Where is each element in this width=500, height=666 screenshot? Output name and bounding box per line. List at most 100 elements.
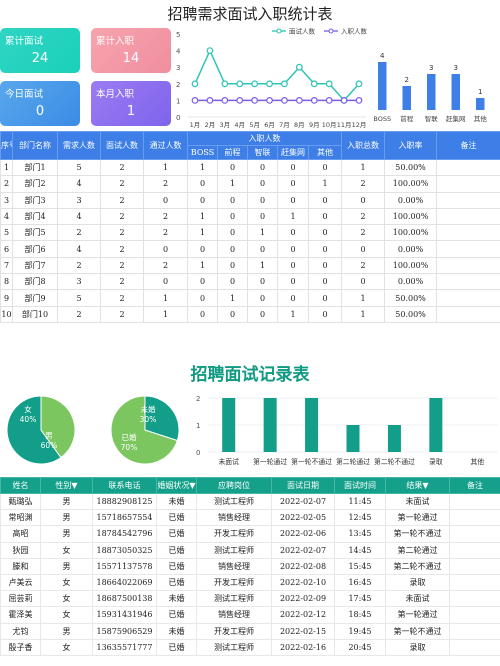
col-header-position: 应聘岗位 <box>196 477 272 494</box>
table-cell: 0 <box>307 240 343 258</box>
table-cell: 2 <box>100 158 144 177</box>
line-point-1-5 <box>266 96 273 104</box>
total-interviews-value: 24 <box>31 51 49 66</box>
line-x-tick-4: 5月 <box>249 121 260 129</box>
table-cell: 2 <box>100 207 144 226</box>
table-cell: 2 <box>100 289 144 307</box>
line-point-0-0 <box>191 80 199 88</box>
gender-pie-slice-1 <box>40 395 76 459</box>
table-cell: 0 <box>187 191 218 209</box>
table-cell: 2 <box>57 305 101 323</box>
table-cell: 已婚 <box>156 509 197 527</box>
table-cell <box>436 191 500 209</box>
table-cell: 0.00% <box>384 191 438 209</box>
table-cell: 0.00% <box>384 240 438 258</box>
table-cell <box>449 509 500 527</box>
table-cell: 0 <box>247 175 278 193</box>
result-x-tick-1: 第一轮通过 <box>253 457 287 466</box>
marital-pie-slice-1 <box>144 395 180 442</box>
table-cell <box>449 573 500 592</box>
month-hires-value: 1 <box>126 104 136 119</box>
table-cell: 0 <box>217 191 248 209</box>
table-cell: 0 <box>217 207 248 226</box>
table-cell: 1 <box>277 305 309 323</box>
table-cell: 殷子香 <box>0 638 41 656</box>
total-hires-card: 累计入职 14 <box>91 28 171 73</box>
table-cell: 1 <box>341 305 386 323</box>
col-header-name: 姓名 <box>0 477 41 494</box>
table-cell: 0 <box>247 289 278 307</box>
table-cell: 0 <box>247 305 278 323</box>
line-point-0-6 <box>281 80 288 88</box>
table-cell: 0 <box>247 273 278 291</box>
legend-label-0: 面试人数 <box>289 27 316 36</box>
table-cell: 0 <box>341 191 386 209</box>
table-cell: 12:45 <box>334 509 386 527</box>
col-header-gender-filter[interactable]: 性别▼ <box>40 477 93 494</box>
table-cell: 2 <box>143 175 188 193</box>
table-cell: 2022-02-07 <box>271 541 335 559</box>
table-cell: 测试工程师 <box>196 638 272 656</box>
table-cell: 已婚 <box>156 573 197 592</box>
table-cell: 3 <box>57 273 101 291</box>
col-header-result-filter[interactable]: 结果▼ <box>385 477 450 494</box>
today-interviews-label: 今日面试 <box>5 89 44 100</box>
table-row: 6 部门6 4 2 0 0 0 0 0 0 0 0.00% <box>0 240 500 258</box>
result-bar-1 <box>263 398 277 452</box>
line-point-1-10 <box>340 96 348 104</box>
col-header-group-hires: 入职人数 <box>186 131 343 146</box>
col-header-phone: 联系电话 <box>92 477 157 494</box>
table-cell: 0 <box>307 305 343 323</box>
table-cell: 1 <box>247 256 278 275</box>
table-cell: 2 <box>143 256 188 275</box>
gender-pie-label-pct-1: 40% <box>20 415 37 424</box>
table-cell: 18:45 <box>334 606 386 624</box>
table-cell: 第二轮通过 <box>385 541 450 559</box>
table-cell <box>436 256 500 275</box>
result-x-tick-6: 其他 <box>470 457 484 466</box>
line-x-tick-9: 10月 <box>322 121 337 129</box>
legend-marker-0 <box>276 28 282 34</box>
table-cell: 已婚 <box>156 557 197 575</box>
table-cell: 5 <box>57 158 101 177</box>
line-point-0-5 <box>266 80 273 88</box>
gender-pie-label-pct-0: 60% <box>41 441 58 450</box>
channel-data-label-0: 4 <box>380 52 385 60</box>
table-cell: 100.00% <box>384 224 438 242</box>
table-row: 狄园女 18873050325 已婚 测试工程师 2022-02-07 14:45 第二轮通… <box>0 541 500 559</box>
channel-x-tick-4: 其他 <box>474 114 488 123</box>
table-row: 尤钧男 15875906529 未婚 开发工程师 2022-02-15 19:45 第一轮不… <box>0 622 500 640</box>
table-cell: 狄园 <box>0 541 41 559</box>
table-cell: 第二轮不通过 <box>385 557 450 575</box>
table-cell: 女 <box>40 573 93 592</box>
line-point-0-9 <box>325 80 333 88</box>
table-cell: 0 <box>277 240 309 258</box>
interview-section-title: 招聘面试记录表 <box>190 365 310 385</box>
table-row: 屈芸莉女 18687500138 未婚 测试工程师 2022-02-09 17:45 未面试 <box>0 590 500 608</box>
channel-bar-1 <box>402 86 411 110</box>
table-cell <box>436 207 500 226</box>
table-cell: 1 <box>187 256 218 275</box>
table-cell: 部门2 <box>12 175 58 193</box>
result-bar-3 <box>346 425 360 452</box>
table-cell: 1 <box>187 158 218 177</box>
line-y-tick-2: 2 <box>176 81 180 89</box>
total-hires-label: 累计入职 <box>96 36 135 47</box>
table-row: 2 部门2 4 2 2 0 1 0 0 1 2 100.00% <box>0 175 500 193</box>
table-cell: 0 <box>307 256 343 275</box>
col-header-qiancheng: 前程 <box>217 145 248 160</box>
table-cell: 录取 <box>385 573 450 592</box>
table-cell: 0 <box>187 175 218 193</box>
col-header-marital-filter[interactable]: 婚姻状况▼ <box>156 477 197 494</box>
table-cell: 4 <box>0 207 13 226</box>
line-x-tick-10: 11月 <box>337 121 352 129</box>
total-interviews-card: 累计面试 24 <box>0 28 80 73</box>
table-row: 1 部门1 5 2 1 1 0 0 0 0 1 50.00% <box>0 158 500 177</box>
table-cell: 15931431946 <box>92 606 157 624</box>
table-cell: 0 <box>217 305 248 323</box>
table-cell: 0 <box>217 224 248 242</box>
table-cell: 2 <box>341 224 386 242</box>
col-header-total-hires: 入职总数 <box>341 131 386 160</box>
table-cell: 2 <box>100 256 144 275</box>
channel-data-label-1: 2 <box>405 76 409 84</box>
